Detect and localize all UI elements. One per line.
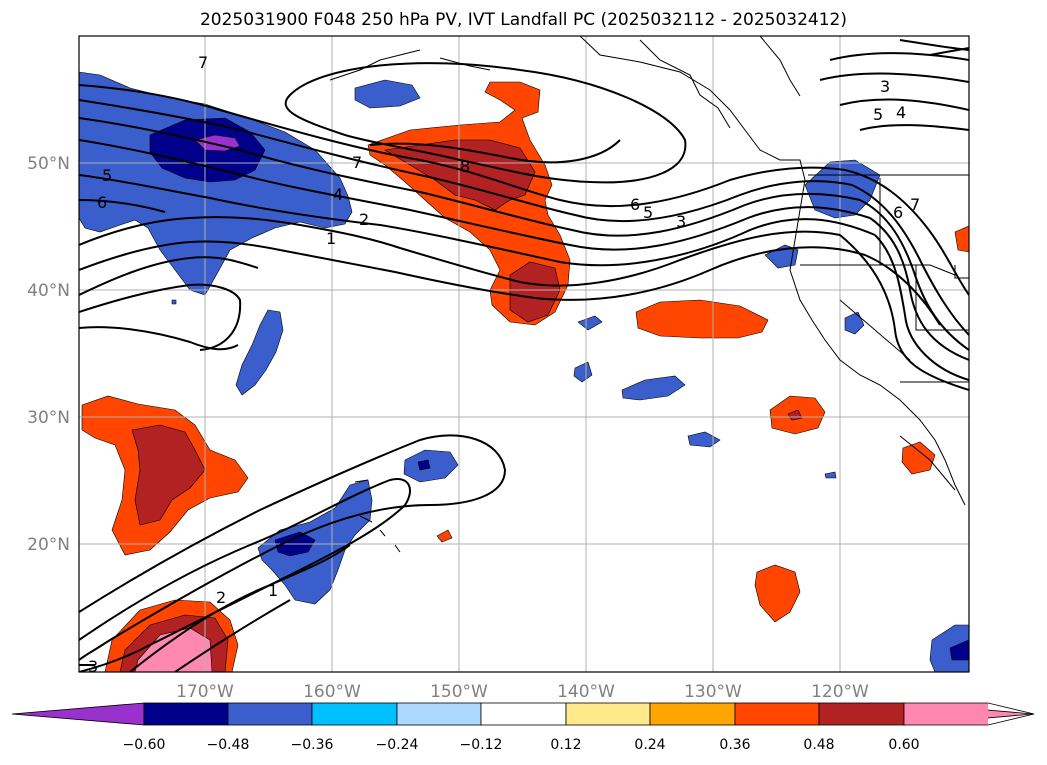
lat-tick-label: 50°N	[27, 154, 70, 174]
colorbar-ticks: −0.60 −0.48 −0.36 −0.24 −0.12 0.12 0.24 …	[123, 737, 920, 753]
colorbar	[11, 702, 1035, 726]
colorbar-cell	[311, 702, 398, 726]
contour-label: 3	[676, 212, 686, 231]
contour-label: 5	[102, 166, 112, 185]
map-title: 2025031900 F048 250 hPa PV, IVT Landfall…	[199, 10, 847, 30]
pv-blob-central	[235, 309, 284, 396]
lat-tick-label: 30°N	[27, 408, 70, 428]
lat-tick-label: 40°N	[27, 281, 70, 301]
contour-label: 7	[352, 153, 362, 172]
lon-tick-label: 170°W	[176, 682, 234, 702]
contour-label: 5	[643, 203, 653, 222]
colorbar-extend-low	[11, 702, 145, 726]
lon-tick-label: 140°W	[557, 682, 615, 702]
colorbar-cell	[143, 702, 229, 726]
colorbar-tick-label: 0.12	[550, 737, 581, 753]
colorbar-cell	[904, 703, 988, 725]
colorbar-cell	[227, 702, 313, 726]
contour-label: 6	[630, 195, 640, 214]
plot-frame	[78, 35, 970, 673]
coastlines	[329, 36, 969, 553]
colorbar-tick-label: 0.36	[719, 737, 750, 753]
lon-tick-label: 160°W	[303, 682, 361, 702]
contour-label: 6	[893, 203, 903, 222]
graticule	[79, 36, 969, 672]
contour-labels: 7 8 7 5 6 4 2 1 6 5 3 3 5 4 6 7 2 1 3	[88, 53, 920, 676]
lon-tick-label: 120°W	[811, 682, 869, 702]
contour-label: 4	[896, 103, 906, 122]
colorbar-tick-label: −0.36	[291, 737, 334, 753]
contour-label: 7	[910, 195, 920, 214]
colorbar-cell	[649, 702, 736, 726]
contour-label: 5	[873, 105, 883, 124]
colorbar-cell	[734, 702, 820, 726]
contour-label: 4	[333, 185, 343, 204]
lon-axis: 170°W 160°W 150°W 140°W 130°W 120°W	[176, 682, 869, 702]
pv-blob-midpac	[635, 299, 769, 339]
lon-tick-label: 130°W	[684, 682, 742, 702]
colorbar-cell	[818, 702, 905, 726]
colorbar-tick-label: 0.60	[888, 737, 919, 753]
contour-label: 7	[198, 53, 208, 72]
colorbar-cell	[565, 702, 651, 726]
contour-label: 1	[268, 581, 278, 600]
colorbar-tick-label: 0.24	[634, 737, 665, 753]
colorbar-tick-label: −0.60	[123, 737, 166, 753]
pv-core-goa	[384, 139, 536, 211]
colorbar-tick-label: −0.24	[376, 737, 419, 753]
contour-label: 2	[359, 210, 369, 229]
colorbar-cell	[480, 702, 567, 726]
pv-blob-hawaii	[257, 479, 373, 605]
contour-label: 3	[880, 77, 890, 96]
lat-axis: 50°N 40°N 30°N 20°N	[27, 154, 70, 555]
contour-label: 6	[97, 193, 107, 212]
colorbar-tick-label: −0.12	[460, 737, 503, 753]
contour-label: 1	[326, 229, 336, 248]
colorbar-cell	[396, 702, 482, 726]
colorbar-tick-label: −0.48	[207, 737, 250, 753]
contour-label: 8	[460, 157, 470, 176]
lon-tick-label: 150°W	[430, 682, 488, 702]
colorbar-tick-label: 0.48	[803, 737, 834, 753]
ivt-contours	[79, 39, 969, 672]
lat-tick-label: 20°N	[27, 535, 70, 555]
contour-label: 3	[88, 657, 98, 676]
contour-label: 2	[216, 588, 226, 607]
